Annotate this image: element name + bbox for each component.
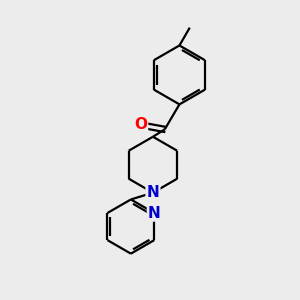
- Text: O: O: [134, 118, 147, 133]
- Text: N: N: [148, 206, 161, 220]
- Text: N: N: [147, 185, 159, 200]
